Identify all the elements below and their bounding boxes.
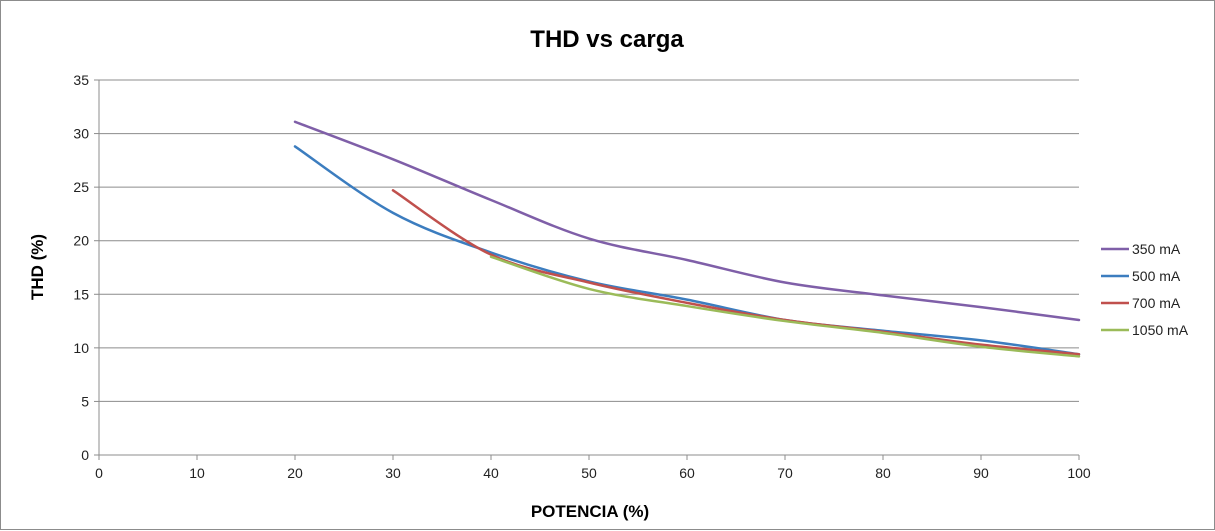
x-tick-label-3: 30 <box>385 465 401 481</box>
x-tick-label-7: 70 <box>777 465 793 481</box>
y-tick-label-4: 20 <box>73 233 89 249</box>
series-line-1 <box>295 146 1079 354</box>
y-axis-title: THD (%) <box>28 234 47 300</box>
legend-label-3: 1050 mA <box>1132 322 1189 338</box>
y-tick-label-6: 30 <box>73 126 89 142</box>
legend-label-2: 700 mA <box>1132 295 1181 311</box>
x-tick-label-6: 60 <box>679 465 695 481</box>
series-lines <box>295 122 1079 357</box>
chart-title: THD vs carga <box>530 26 684 53</box>
x-tick-label-0: 0 <box>95 465 103 481</box>
legend: 350 mA 500 mA 700 mA 1050 mA <box>1101 241 1189 338</box>
series-line-0 <box>295 122 1079 320</box>
y-tick-label-0: 0 <box>81 447 89 463</box>
x-tick-label-1: 10 <box>189 465 205 481</box>
x-axis-title: POTENCIA (%) <box>531 502 649 521</box>
x-tick-label-4: 40 <box>483 465 499 481</box>
y-tick-label-5: 25 <box>73 179 89 195</box>
y-tick-label-3: 15 <box>73 286 89 302</box>
x-tick-label-2: 20 <box>287 465 303 481</box>
y-tick-label-2: 10 <box>73 340 89 356</box>
axes <box>94 80 1079 460</box>
x-tick-label-9: 90 <box>973 465 989 481</box>
legend-label-1: 500 mA <box>1132 268 1181 284</box>
x-tick-label-8: 80 <box>875 465 891 481</box>
legend-label-0: 350 mA <box>1132 241 1181 257</box>
gridlines <box>99 80 1079 401</box>
x-tick-label-5: 50 <box>581 465 597 481</box>
y-tick-label-1: 5 <box>81 393 89 409</box>
x-tick-label-10: 100 <box>1067 465 1091 481</box>
y-tick-label-7: 35 <box>73 72 89 88</box>
